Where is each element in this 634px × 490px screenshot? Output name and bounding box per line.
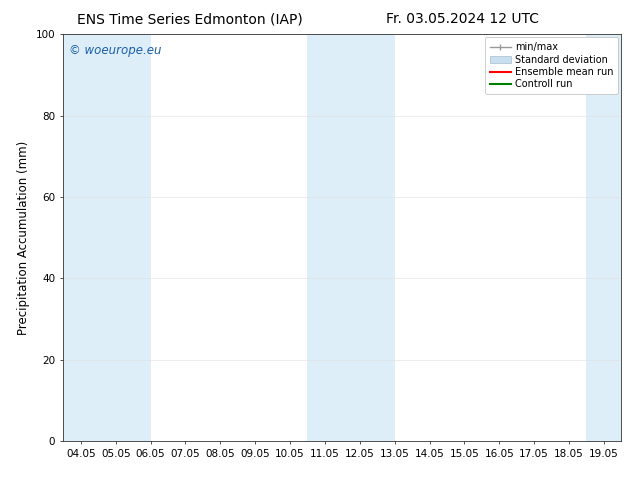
Text: © woeurope.eu: © woeurope.eu	[69, 45, 162, 57]
Bar	[63, 34, 150, 441]
Bar	[307, 34, 394, 441]
Text: Fr. 03.05.2024 12 UTC: Fr. 03.05.2024 12 UTC	[386, 12, 540, 26]
Legend: min/max, Standard deviation, Ensemble mean run, Controll run: min/max, Standard deviation, Ensemble me…	[485, 37, 618, 94]
Text: ENS Time Series Edmonton (IAP): ENS Time Series Edmonton (IAP)	[77, 12, 303, 26]
Y-axis label: Precipitation Accumulation (mm): Precipitation Accumulation (mm)	[17, 141, 30, 335]
Bar	[586, 34, 621, 441]
